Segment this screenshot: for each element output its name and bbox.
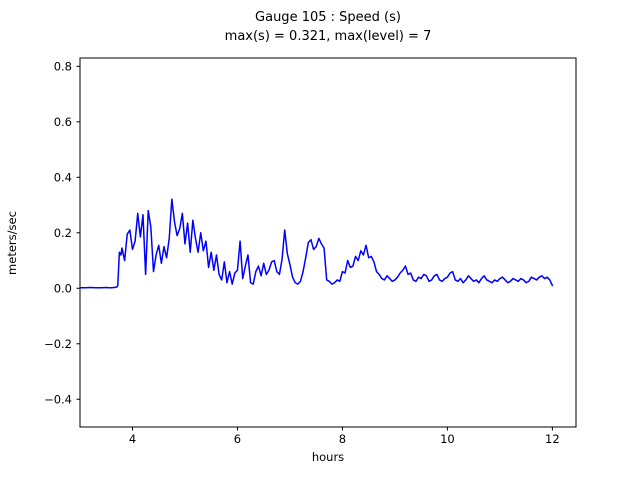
x-tick-label: 6 [234, 432, 241, 446]
x-tick-label: 10 [440, 432, 455, 446]
x-tick-label: 12 [545, 432, 560, 446]
x-tick-label: 4 [129, 432, 136, 446]
speed-series-line [79, 198, 554, 289]
y-tick-label: 0.2 [54, 226, 72, 240]
y-axis-label: meters/sec [5, 211, 19, 275]
x-axis-label: hours [311, 450, 345, 464]
chart-title: Gauge 105 : Speed (s) [255, 10, 401, 25]
y-tick-label: −0.2 [44, 337, 72, 351]
y-tick-label: 0.0 [54, 281, 72, 295]
y-tick-label: −0.4 [44, 392, 72, 406]
chart-title-block: Gauge 105 : Speed (s) max(s) = 0.321, ma… [80, 8, 576, 46]
y-tick-label: 0.8 [54, 59, 72, 73]
chart-subtitle: max(s) = 0.321, max(level) = 7 [224, 29, 432, 44]
x-tick-label: 8 [339, 432, 346, 446]
axes-spines [79, 57, 577, 428]
y-tick-label: 0.6 [54, 115, 72, 129]
y-tick-label: 0.4 [54, 170, 72, 184]
